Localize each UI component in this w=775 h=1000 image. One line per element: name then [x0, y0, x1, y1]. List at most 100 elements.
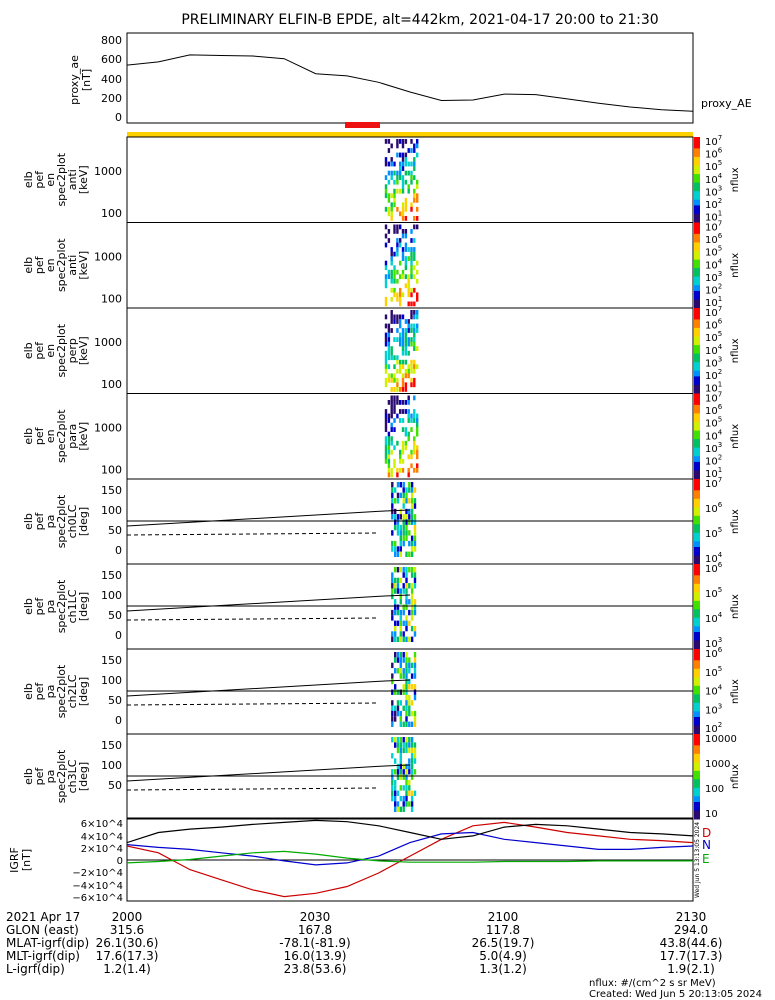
colorbar-cell [694, 222, 700, 226]
spectrogram-cell [404, 440, 408, 446]
footer-r3-c2: 5.0(4.9) [479, 949, 527, 963]
colorbar-cell [694, 376, 700, 380]
spectrogram-cell [399, 166, 402, 171]
spectrogram-cell [390, 427, 393, 432]
spectrogram-cell [399, 139, 402, 144]
colorbar-cell [694, 382, 700, 386]
spectrogram-cell [396, 737, 400, 743]
spectrogram-cell [399, 615, 402, 621]
colorbar-cell [694, 265, 700, 269]
colorbar-cell [694, 424, 700, 429]
spectrogram-cell [394, 498, 397, 504]
spectrogram-cell [390, 202, 393, 208]
proxy-ae-ylabel-1: proxy_ae [68, 55, 81, 105]
spectrogram-cell [407, 418, 410, 423]
colorbar-cell [694, 436, 700, 440]
panel-ylabel-p3-4: ch3LC [66, 759, 79, 793]
panel-ylabel-e1-3: spec2plot [55, 238, 68, 292]
pa-ytick-3-0: 150 [101, 739, 122, 752]
colorbar-cell [694, 697, 700, 701]
colorbar-cell [694, 145, 700, 149]
spectrogram-cell [387, 440, 391, 446]
spectrogram-cell [391, 753, 394, 759]
spectrogram-cell [404, 247, 408, 252]
colorbar-cell [694, 137, 700, 141]
spectrogram-cell [394, 567, 397, 573]
panel-ylabel-e2-3: spec2plot [55, 323, 68, 377]
spectrogram-cell [387, 139, 391, 144]
spectrogram-cell [413, 166, 416, 171]
spectrogram-cell [413, 251, 416, 257]
spectrogram-cell [399, 567, 402, 573]
colorbar-cell [694, 578, 700, 582]
spectrogram-cell [410, 662, 414, 669]
spectrogram-cell [399, 577, 402, 584]
spectrogram-cell [387, 179, 391, 185]
energy-ytick-2-0: 1000 [94, 336, 122, 349]
spectrogram-cell [399, 260, 402, 266]
spectrogram-cell [407, 188, 410, 194]
spectrogram-cell [407, 283, 410, 289]
spectrogram-cell [416, 292, 419, 298]
spectrogram-cell [407, 247, 410, 252]
spectrogram-cell [396, 319, 399, 324]
spectrogram-cell [410, 229, 413, 234]
spectrogram-cell [399, 238, 402, 243]
spectrogram-cell [394, 795, 397, 802]
loss-cone-line [126, 594, 411, 612]
spectrogram-cell [396, 170, 399, 176]
colorbar-cell [694, 256, 700, 261]
spectrogram-cell [390, 404, 393, 410]
spectrogram-cell [399, 742, 402, 748]
colorbar-cell [694, 731, 700, 735]
spectrogram-cell [402, 492, 405, 499]
spectrogram-cell [410, 260, 413, 266]
spectrogram-cell [394, 551, 397, 557]
panel-ylabel-p0-0: elb [22, 513, 35, 530]
colorbar-cell [694, 154, 700, 158]
spectrogram-cell [401, 373, 405, 379]
colorbar-cell [694, 498, 700, 503]
spectrogram-cell [404, 387, 408, 392]
spectrogram-cell [410, 721, 414, 727]
spectrogram-cell [413, 609, 417, 616]
spectrogram-cell [410, 341, 413, 347]
spectrogram-cell [401, 269, 405, 275]
spectrogram-cell [396, 139, 399, 144]
spectrogram-cell [410, 148, 413, 153]
spectrogram-cell [401, 188, 405, 194]
colorbar-cell [694, 159, 700, 164]
spectrogram-cell [394, 609, 397, 616]
colorbar-cell [694, 211, 700, 215]
spectrogram-cell [399, 689, 402, 695]
spectrogram-cell [396, 609, 400, 616]
spectrogram-cell [399, 631, 402, 637]
footer-row2-label: MLAT-igrf(dip) [6, 936, 89, 950]
spectrogram-cell [399, 332, 402, 338]
spectrogram-cell [393, 161, 396, 167]
colorbar-cell [694, 325, 700, 329]
spectrogram-cell [394, 785, 397, 791]
spectrogram-cell [408, 567, 411, 573]
spectrogram-cell [405, 530, 408, 536]
spectrogram-cell [396, 498, 400, 504]
colorbar-cell [694, 603, 700, 607]
colorbar-cell [694, 552, 700, 556]
spectrogram-cell [399, 721, 402, 727]
spectrogram-cell [410, 251, 413, 257]
spectrogram-cell [390, 310, 393, 315]
spectrogram-cell [405, 615, 408, 621]
spectrogram-cell [413, 530, 417, 536]
colorbar-cell [694, 270, 700, 275]
spectrogram-cell [408, 758, 411, 764]
spectrogram-cell [390, 269, 393, 275]
spectrogram-cell [413, 143, 416, 149]
spectrogram-cell [387, 346, 391, 351]
spectrogram-cell [387, 337, 391, 342]
colorbar-cell [694, 566, 700, 571]
spectrogram-cell [404, 216, 408, 221]
spectrogram-cell [404, 260, 408, 266]
spectrogram-cell [394, 737, 397, 743]
panel-ylabel-e1-4: anti [66, 255, 79, 276]
proxy-ae-ytick-400: 400 [101, 73, 122, 86]
